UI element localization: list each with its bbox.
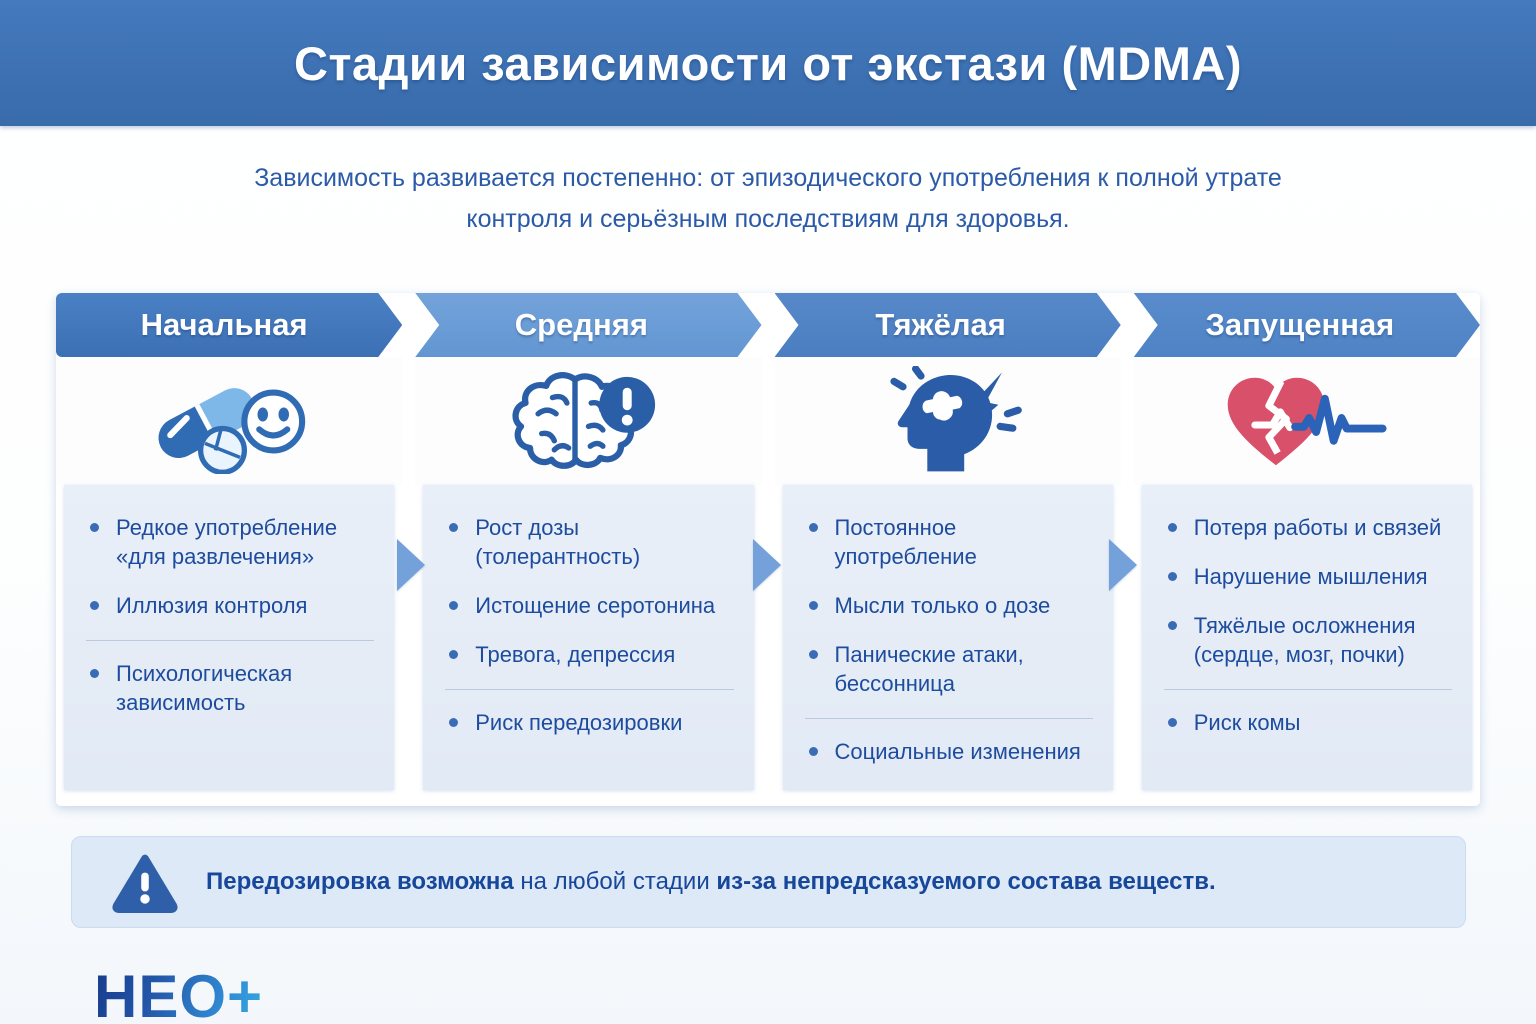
warning-banner: Передозировка возможна на любой стадии и… — [71, 836, 1466, 929]
list-item: Тяжёлые осложнения (сердце, мозг, почки) — [1164, 611, 1452, 669]
list-item: Потеря работы и связей — [1164, 513, 1452, 542]
list-item: Рост дозы (толерантность) — [445, 513, 733, 571]
list-item: Постоянное употребление — [805, 513, 1093, 571]
warning-text: Передозировка возможна на любой стадии и… — [206, 868, 1216, 896]
header-bar: Стадии зависимости от экстази (MDMA) — [0, 0, 1536, 126]
list-item: Истощение серотонина — [445, 591, 733, 620]
stage-columns: Начальная — [56, 293, 1480, 791]
stage-list-advanced: Потеря работы и связей Нарушение мышлени… — [1141, 485, 1472, 791]
stage-list-initial: Редкое употребление «для развлечения» Ил… — [64, 485, 395, 791]
stages-panel: Начальная — [56, 293, 1480, 807]
list-item: Нарушение мышления — [1164, 562, 1452, 591]
footer: НЕО+ — [94, 962, 1536, 1024]
intro-text: Зависимость развивается постепенно: от э… — [254, 164, 1282, 233]
brain-alert-icon — [512, 372, 655, 469]
broken-heart-ecg-icon — [1228, 377, 1387, 465]
stage-header-middle: Средняя — [415, 293, 761, 357]
list-item: Риск передозировки — [445, 689, 734, 737]
head-lightning-icon — [890, 366, 1022, 472]
arrow-right-icon — [397, 539, 425, 591]
stage-header-initial: Начальная — [56, 293, 402, 357]
neo-plus-logo: НЕО+ — [94, 962, 263, 1024]
arrow-right-icon — [1109, 539, 1137, 591]
list-item: Иллюзия контроля — [86, 591, 374, 620]
arrow-right-icon — [753, 539, 781, 591]
list-item: Психологическая зависимость — [86, 640, 375, 717]
warning-triangle-icon — [112, 854, 178, 914]
stage-list-middle: Рост дозы (толерантность) Истощение серо… — [423, 485, 754, 791]
stage-column-severe: Тяжёлая Постоянное употребление Мысли то… — [774, 293, 1121, 791]
stage-column-initial: Начальная — [56, 293, 403, 791]
list-item: Редкое употребление «для развлечения» — [86, 513, 374, 571]
list-item: Социальные изменения — [804, 718, 1093, 766]
stage-column-middle: Средняя Рост дозы (толерантность) Истоще… — [415, 293, 762, 791]
pills-smiley-icon — [158, 387, 305, 474]
list-item: Панические атаки, бессонница — [805, 640, 1093, 698]
stage-list-severe: Постоянное употребление Мысли только о д… — [782, 485, 1113, 791]
list-item: Риск комы — [1163, 689, 1452, 737]
page-title: Стадии зависимости от экстази (MDMA) — [294, 36, 1242, 90]
stage-header-severe: Тяжёлая — [775, 293, 1121, 357]
stage-column-advanced: Запущенная Потеря работы и связей Наруше… — [1133, 293, 1480, 791]
list-item: Мысли только о дозе — [805, 591, 1093, 620]
stage-header-advanced: Запущенная — [1134, 293, 1480, 357]
list-item: Тревога, депрессия — [445, 640, 733, 669]
